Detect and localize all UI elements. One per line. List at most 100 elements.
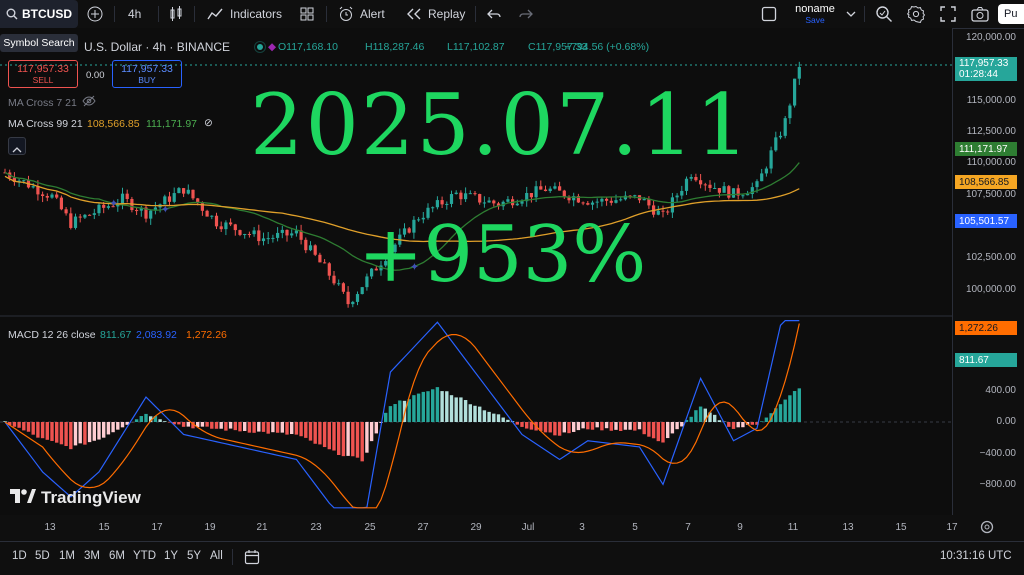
undo-button[interactable] [487, 0, 501, 28]
candle-body [666, 211, 669, 212]
compare-button[interactable] [87, 0, 103, 28]
range-1d[interactable]: 1D [12, 550, 27, 562]
ma-cross-7-21-label[interactable]: MA Cross 7 21 [8, 97, 77, 109]
range-6m[interactable]: 6M [109, 550, 125, 562]
layout-name-button[interactable]: noname Save [790, 3, 840, 25]
candle-body [469, 193, 472, 194]
ma-cross-99-21-label[interactable]: MA Cross 99 21 [8, 118, 83, 130]
macd-tick: −800.00 [980, 479, 1016, 490]
buy-button[interactable]: 117,957.33 BUY [112, 60, 182, 88]
candle-body [65, 209, 68, 213]
time-tick: 15 [895, 522, 906, 533]
candle-body [558, 186, 561, 190]
candle-body [535, 186, 538, 197]
macd-tick: 400.00 [985, 385, 1016, 396]
layout-menu-button[interactable] [846, 0, 856, 28]
macd-histogram-bar [384, 413, 387, 422]
fullscreen-button[interactable] [940, 0, 956, 28]
macd-histogram-bar [412, 395, 415, 422]
go-to-date-button[interactable] [244, 549, 260, 568]
macd-histogram-bar [675, 422, 678, 429]
settings-button[interactable] [907, 0, 925, 28]
macd-histogram-bar [32, 422, 35, 435]
candle-body [483, 202, 486, 203]
gear-icon [907, 5, 925, 23]
macd-histogram-bar [572, 422, 575, 432]
macd-histogram-bar [516, 422, 519, 425]
axis-settings-button[interactable] [980, 520, 994, 537]
macd-histogram-bar [3, 421, 6, 422]
indicators-icon [207, 7, 223, 21]
macd-histogram-bar [257, 422, 260, 432]
quick-search-button[interactable] [875, 0, 893, 28]
range-5y[interactable]: 5Y [187, 550, 201, 562]
last-price-value: 117,957.33 [959, 58, 1017, 69]
price-tick: 102,500.00 [966, 252, 1016, 263]
ma-slow-badge: 108,566.85 [955, 175, 1017, 189]
chart-type-button[interactable] [169, 0, 183, 28]
ma-cross-marker: ✦ [109, 197, 118, 210]
alarm-clock-icon [338, 6, 354, 22]
ohlc-high: H118,287.46 [365, 41, 424, 53]
candle-body [83, 215, 86, 218]
macd-histogram-bar [370, 422, 373, 441]
chevron-up-icon [12, 142, 22, 156]
alert-label: Alert [360, 7, 385, 21]
price-tick: 120,000.00 [966, 32, 1016, 43]
range-ytd[interactable]: YTD [133, 550, 156, 562]
camera-icon [971, 6, 989, 22]
candle-body [643, 199, 646, 200]
price-tick: 112,500.00 [967, 126, 1016, 137]
candle-body [191, 190, 194, 199]
macd-histogram-bar [220, 422, 223, 429]
candle-body [459, 193, 462, 199]
macd-histogram-bar [469, 404, 472, 422]
sell-button[interactable]: 117,957.33 SELL [8, 60, 78, 88]
screenshot-button[interactable] [971, 0, 989, 28]
symbol-search-button[interactable]: BTCUSD [0, 0, 78, 28]
macd-signal-line [5, 324, 799, 508]
interval-button[interactable]: 4h [128, 0, 141, 28]
eye-hidden-icon[interactable] [82, 95, 96, 110]
rewind-icon [406, 8, 422, 20]
replay-button[interactable]: Replay [406, 0, 465, 28]
alert-button[interactable]: Alert [338, 0, 385, 28]
candle-body [633, 195, 636, 196]
range-all[interactable]: All [210, 550, 223, 562]
candle-body [229, 222, 232, 224]
time-tick: 25 [364, 522, 375, 533]
time-tick: 21 [256, 522, 267, 533]
time-tick: 17 [946, 522, 957, 533]
range-3m[interactable]: 3M [84, 550, 100, 562]
indicators-button[interactable]: Indicators [207, 0, 282, 28]
fullscreen-icon [940, 6, 956, 22]
candle-body [741, 195, 744, 196]
macd-histogram-bar [661, 422, 664, 443]
macd-label[interactable]: MACD 12 26 close [8, 329, 96, 341]
macd-histogram-bar [624, 422, 627, 430]
macd-histogram-bar [60, 422, 63, 444]
macd-histogram-bar [389, 406, 392, 422]
collapse-legend-button[interactable] [8, 137, 26, 155]
publish-button[interactable]: Pu [998, 4, 1024, 24]
redo-button[interactable] [519, 0, 533, 28]
macd-histogram-bar [779, 404, 782, 422]
layouts-button[interactable] [300, 0, 314, 28]
last-price-badge: 117,957.33 01:28:44 [955, 57, 1017, 81]
candle-body [182, 188, 185, 194]
macd-line-value: 2,083.92 [136, 329, 177, 341]
range-1y[interactable]: 1Y [164, 550, 178, 562]
sell-price: 117,957.33 [9, 63, 77, 75]
candle-body [285, 230, 288, 236]
top-toolbar: BTCUSD 4h Indicators Alert Replay noname… [0, 0, 1024, 29]
macd-histogram-bar [229, 422, 232, 429]
candle-body [723, 186, 726, 193]
candle-body [586, 203, 589, 205]
range-5d[interactable]: 5D [35, 550, 50, 562]
range-1m[interactable]: 1M [59, 550, 75, 562]
time-tick: 11 [788, 522, 798, 533]
candle-body [220, 226, 223, 229]
candle-body [760, 173, 763, 181]
candle-body [436, 200, 439, 207]
layout-checkbox[interactable] [761, 0, 777, 28]
